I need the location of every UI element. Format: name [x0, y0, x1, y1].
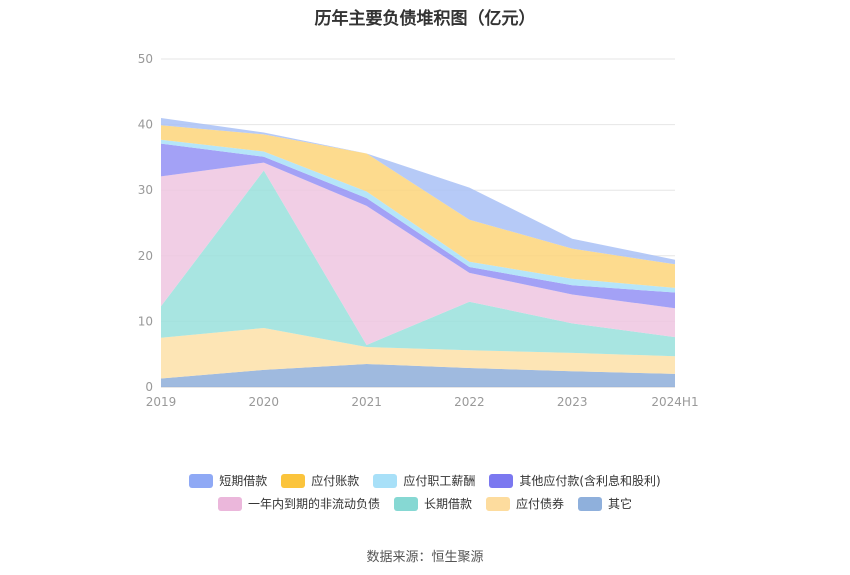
legend-item[interactable]: 应付职工薪酬	[373, 472, 475, 489]
y-tick-label: 0	[145, 380, 153, 394]
data-source: 数据来源：恒生聚源	[366, 550, 484, 565]
legend-swatch	[578, 496, 603, 511]
y-tick-label: 40	[138, 118, 153, 132]
x-tick-label: 2021	[351, 395, 382, 409]
legend-item[interactable]: 一年内到期的非流动负债	[217, 495, 380, 512]
legend-swatch	[281, 473, 306, 488]
legend-swatch	[217, 496, 242, 511]
legend-swatch	[486, 496, 510, 511]
legend-row: 一年内到期的非流动负债 长期借款 应付债券 其它	[0, 495, 850, 512]
x-tick-label: 2019	[146, 395, 177, 409]
legend-item[interactable]: 短期借款	[189, 472, 267, 489]
legend-swatch	[489, 473, 514, 488]
area-series-应付账款	[161, 125, 675, 288]
y-tick-label: 50	[138, 52, 153, 66]
x-tick-label: 2020	[249, 395, 280, 409]
y-tick-label: 30	[138, 183, 153, 197]
x-tick-label: 2024H1	[651, 395, 698, 409]
legend-label: 短期借款	[219, 474, 268, 488]
legend-label: 应付债券	[516, 497, 565, 511]
y-tick-label: 20	[138, 249, 153, 263]
legend-swatch	[373, 473, 398, 488]
legend-label: 其他应付款(含利息和股利)	[519, 474, 661, 488]
area-series-其他应付款(含利息和股利)	[161, 143, 675, 309]
area-series-长期借款	[161, 170, 675, 357]
legend-item[interactable]: 其它	[578, 495, 632, 512]
stacked-area-chart: 0 10 20 30 40 50 2019 2020 2021 2022 2023 2024H1	[138, 52, 699, 409]
legend-row: 短期借款 应付账款 应付职工薪酬 其他应付款(含利息和股利)	[0, 472, 850, 489]
legend: 短期借款 应付账款 应付职工薪酬 其他应付款(含利息和股利) 一年内到期的非流动负债 长…	[0, 472, 850, 518]
x-tick-label: 2023	[557, 395, 588, 409]
legend-label: 其它	[608, 497, 633, 511]
y-tick-label: 10	[138, 314, 153, 328]
legend-item[interactable]: 应付债券	[486, 495, 564, 512]
area-series-应付债券	[161, 328, 675, 379]
legend-swatch	[393, 496, 418, 511]
legend-item[interactable]: 其他应付款(含利息和股利)	[489, 472, 661, 489]
legend-label: 长期借款	[423, 497, 472, 511]
area-series	[161, 118, 675, 387]
area-series-一年内到期的非流动负债	[161, 162, 675, 345]
legend-label: 应付账款	[311, 474, 360, 488]
legend-item[interactable]: 长期借款	[393, 495, 472, 512]
axes: 0 10 20 30 40 50 2019 2020 2021 2022 2023 2024H1	[138, 52, 699, 409]
legend-item[interactable]: 应付账款	[281, 472, 359, 489]
chart-title: 历年主要负债堆积图（亿元）	[314, 9, 536, 29]
legend-label: 一年内到期的非流动负债	[247, 497, 380, 511]
legend-swatch	[189, 473, 214, 488]
area-series-其它	[161, 364, 675, 387]
legend-label: 应付职工薪酬	[403, 474, 476, 488]
x-tick-label: 2022	[454, 395, 485, 409]
area-series-短期借款	[161, 118, 675, 265]
